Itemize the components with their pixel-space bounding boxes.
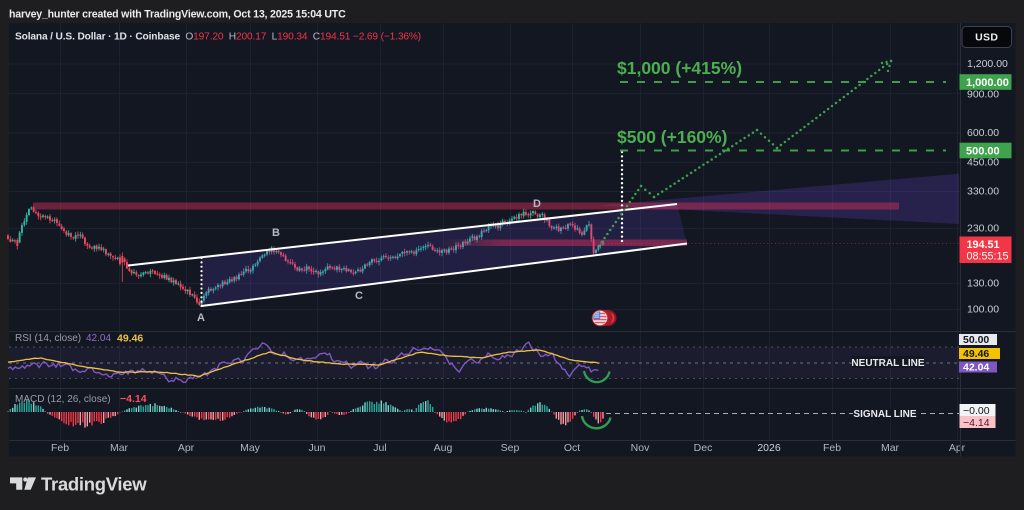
svg-text:Sep: Sep — [501, 442, 520, 454]
svg-text:$1,000 (+415%): $1,000 (+415%) — [617, 58, 742, 78]
svg-text:NEUTRAL LINE: NEUTRAL LINE — [851, 358, 924, 369]
svg-text:130.00: 130.00 — [967, 278, 999, 290]
svg-text:600.00: 600.00 — [967, 127, 999, 139]
svg-text:230.00: 230.00 — [967, 223, 999, 235]
svg-text:SIGNAL LINE: SIGNAL LINE — [853, 409, 916, 420]
svg-text:330.00: 330.00 — [967, 186, 999, 198]
svg-text:Feb: Feb — [51, 442, 69, 454]
svg-text:Feb: Feb — [823, 442, 841, 454]
svg-text:−4.14: −4.14 — [963, 417, 990, 429]
svg-text:May: May — [240, 442, 261, 454]
svg-text:Jun: Jun — [309, 442, 326, 454]
svg-text:Jul: Jul — [373, 442, 386, 454]
svg-text:−4.14: −4.14 — [120, 393, 147, 405]
svg-text:900.00: 900.00 — [967, 89, 999, 101]
svg-text:1,000.00: 1,000.00 — [966, 77, 1009, 89]
svg-text:A: A — [197, 312, 205, 324]
svg-text:MACD (12, 26, close): MACD (12, 26, close) — [15, 394, 111, 405]
svg-text:C: C — [355, 290, 363, 302]
svg-text:450.00: 450.00 — [967, 157, 999, 169]
svg-text:Aug: Aug — [434, 442, 453, 454]
svg-text:100.00: 100.00 — [967, 304, 999, 316]
svg-text:USD: USD — [975, 32, 998, 44]
svg-text:500.00: 500.00 — [966, 146, 1000, 158]
svg-text:Dec: Dec — [694, 442, 713, 454]
svg-text:2026: 2026 — [757, 442, 781, 454]
svg-text:Apr: Apr — [178, 442, 195, 454]
svg-text:Nov: Nov — [631, 442, 650, 454]
svg-text:49.46: 49.46 — [963, 348, 989, 360]
svg-text:B: B — [272, 227, 280, 239]
svg-text:50.00: 50.00 — [963, 334, 989, 346]
svg-text:42.04: 42.04 — [963, 362, 989, 374]
svg-text:42.04: 42.04 — [86, 333, 111, 344]
svg-text:TradingView: TradingView — [41, 474, 147, 495]
svg-text:D: D — [533, 198, 541, 210]
svg-text:Mar: Mar — [881, 442, 900, 454]
svg-text:RSI (14, close): RSI (14, close) — [15, 333, 81, 344]
svg-text:49.46: 49.46 — [117, 333, 143, 345]
svg-text:Mar: Mar — [110, 442, 129, 454]
svg-text:1,200.00: 1,200.00 — [967, 58, 1008, 70]
svg-text:08:55:15: 08:55:15 — [967, 251, 1009, 263]
svg-text:194.51: 194.51 — [967, 239, 1000, 251]
svg-text:Oct: Oct — [564, 442, 580, 454]
svg-text:−0.00: −0.00 — [963, 405, 990, 417]
svg-text:$500 (+160%): $500 (+160%) — [617, 127, 727, 147]
svg-text:Solana / U.S. Dollar · 1D · Co: Solana / U.S. Dollar · 1D · Coinbase O19… — [15, 32, 421, 43]
svg-text:Apr: Apr — [949, 442, 966, 454]
svg-text:harvey_hunter created with Tra: harvey_hunter created with TradingView.c… — [9, 9, 346, 21]
